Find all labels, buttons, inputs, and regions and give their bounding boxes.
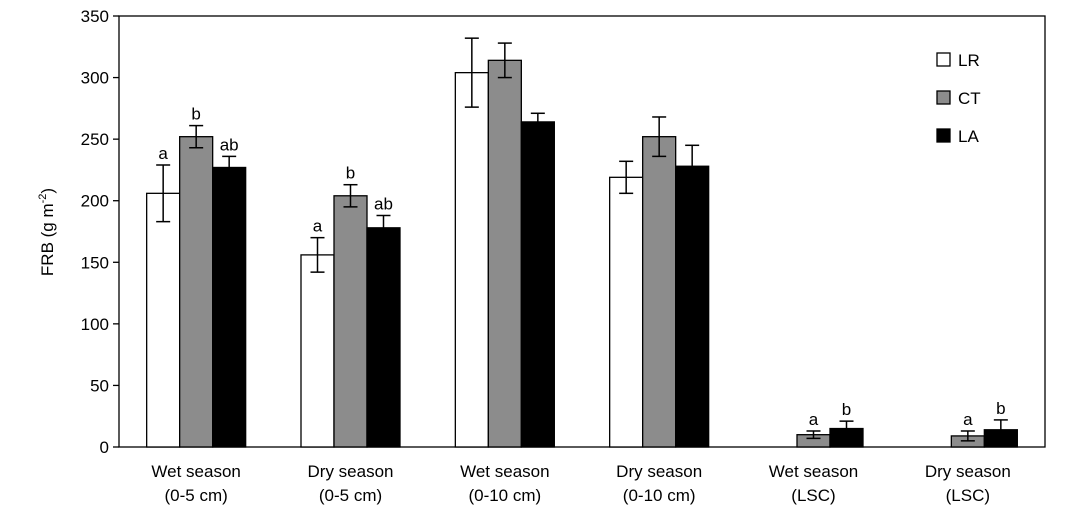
x-category-label: Dry season (308, 462, 394, 481)
bar-ct (333, 195, 368, 448)
significance-label: a (158, 144, 168, 163)
plot-border (118, 15, 1046, 448)
x-axis: Wet season (0-5 cm) Dry season (0-5 cm) Wet … (151, 462, 1010, 505)
significance-label: ab (220, 135, 239, 154)
legend-swatch-lr (936, 52, 951, 67)
plot-area (118, 15, 1046, 448)
significance-label: a (963, 410, 973, 429)
y-tick-label: 100 (81, 315, 109, 334)
bar-ct (487, 59, 522, 448)
legend-label-lr: LR (958, 51, 980, 70)
significance-label: a (809, 410, 819, 429)
y-tick-label: 150 (81, 253, 109, 272)
y-tick-label: 200 (81, 192, 109, 211)
x-category-label: (0-10 cm) (623, 486, 696, 505)
significance-label: b (842, 400, 851, 419)
significance-label: b (191, 105, 200, 124)
y-tick-label: 0 (100, 438, 109, 457)
y-axis-title: FRB (g m-2) (37, 188, 57, 276)
bar-lr (300, 254, 335, 448)
bar-lr (146, 192, 181, 448)
bar-la (366, 227, 401, 448)
bar-la (520, 121, 555, 448)
y-tick-label: 250 (81, 130, 109, 149)
x-category-label: (0-5 cm) (319, 486, 382, 505)
bar-la (675, 165, 710, 448)
y-tick-label: 50 (90, 376, 109, 395)
x-category-label: Wet season (460, 462, 549, 481)
bar-ct (179, 136, 214, 448)
x-category-label: Wet season (769, 462, 858, 481)
y-axis: 0 50 100 150 200 250 300 350 (81, 7, 119, 457)
bar-lr (609, 176, 644, 448)
x-category-label: Wet season (151, 462, 240, 481)
x-category-label: Dry season (925, 462, 1011, 481)
legend-swatch-la (936, 128, 951, 143)
x-category-label: Dry season (616, 462, 702, 481)
x-category-label: (0-5 cm) (165, 486, 228, 505)
legend-swatch-ct (936, 90, 951, 105)
y-tick-label: 350 (81, 7, 109, 26)
significance-label: ab (374, 194, 393, 213)
legend-label-la: LA (958, 127, 979, 146)
significance-label: a (313, 217, 323, 236)
significance-label: b (346, 164, 355, 183)
significance-label: b (996, 399, 1005, 418)
bar-ct (642, 136, 677, 448)
legend-label-ct: CT (958, 89, 981, 108)
x-category-label: (0-10 cm) (468, 486, 541, 505)
x-category-label: (LSC) (791, 486, 835, 505)
y-tick-label: 300 (81, 69, 109, 88)
legend: LR CT LA (936, 51, 981, 146)
x-category-label: (LSC) (946, 486, 990, 505)
bar-lr (454, 71, 489, 448)
bar-la (212, 166, 247, 448)
